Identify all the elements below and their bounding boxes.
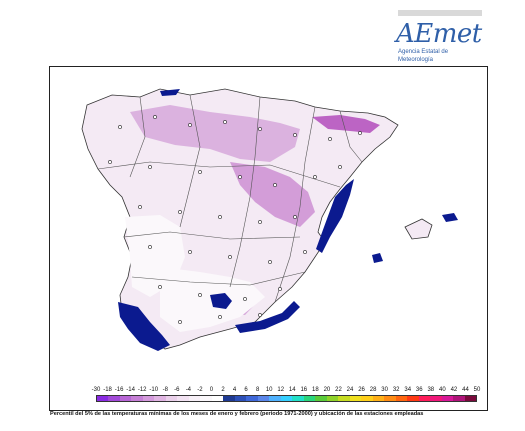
scale-tick-label: 10 [265,387,273,393]
scale-tick-label: -6 [174,387,180,393]
scale-tick-label: 18 [312,387,319,393]
scale-tick-label: 28 [369,387,377,393]
east-coast-blue-zone [316,179,354,253]
scale-swatch [326,396,339,401]
logo-wordmark: AEmet [396,19,482,49]
south-coast-blue-zone [235,301,300,333]
scale-tick-label: -12 [137,387,147,393]
scale-swatch [154,396,166,401]
scale-tick-label: 24 [346,387,354,393]
scale-tick-label: -30 [91,387,101,393]
scale-swatch [97,396,109,401]
scale-tick-label: -4 [185,387,192,393]
logo-subtitle: Agencia Estatal de Meteorología [398,49,449,63]
scale-swatch [384,396,396,401]
scale-tick-label: 20 [323,387,331,393]
scale-swatch [361,396,373,401]
scale-tick-label: -14 [126,387,135,393]
north-coast-blue-zone [160,89,180,96]
mallorca-land [404,218,433,240]
scale-tick-label: 26 [358,387,365,393]
scale-tick-labels: -30 -18 -16 -14 -12 -10 -8 -6 -4 -2 0 2 4 6 8 10 12 14 16 1… [92,386,481,395]
scale-color-bar [96,395,477,402]
central-purple-zone [230,162,315,227]
scale-swatch [234,396,247,401]
scale-swatch [464,396,476,401]
scale-tick-label: 34 [404,387,412,393]
pyrenees-purple-zone [312,115,380,133]
scale-swatch [418,396,431,401]
header-gray-bar [398,10,482,16]
scale-tick-label: 30 [381,387,388,393]
scale-swatch [223,396,235,401]
scale-swatch [315,396,327,401]
scale-swatch [430,396,442,401]
scale-tick-label: 50 [473,387,481,393]
scale-swatch [165,396,178,401]
scale-swatch [349,396,362,401]
scale-swatch [372,396,385,401]
scale-tick-label: 16 [300,387,308,393]
scale-tick-label: 8 [255,387,260,393]
scale-tick-label: 2 [221,387,225,393]
aemet-logo: AEmet Agencia Estatal de Meteorología [392,18,482,63]
scale-swatch [257,396,270,401]
map-caption: Percentil del 5% de las temperaturas mín… [50,411,424,417]
scale-tick-label: 22 [335,387,342,393]
southwest-coast-blue-zone [118,302,170,351]
scale-tick-label: -16 [114,387,124,393]
menorca-blue [442,213,458,222]
spain-temperature-map [81,88,458,351]
scale-swatch [131,396,143,401]
scale-swatch [211,396,224,401]
scale-tick-label: -10 [149,387,159,393]
scale-tick-label: 0 [209,387,214,393]
scale-tick-label: 42 [450,387,458,393]
northern-purple-zone [130,105,300,162]
map-frame [49,66,488,411]
color-scale-legend: -30 -18 -16 -14 -12 -10 -8 -6 -4 -2 0 2 4 6 8 10 12 14 16 1… [92,386,481,404]
scale-tick-label: 12 [277,387,285,393]
province-borders [97,94,363,303]
scale-tick-label: 44 [462,387,469,393]
scale-tick-label: -8 [162,387,168,393]
ibiza-blue [372,253,383,263]
scale-swatch [280,396,293,401]
scale-tick-label: -2 [197,387,203,393]
scale-swatch [142,396,155,401]
scale-swatch [453,396,465,401]
scale-tick-label: 32 [392,387,400,393]
scale-swatch [177,396,189,401]
scale-tick-label: 38 [427,387,435,393]
scale-tick-label: 14 [288,387,296,393]
scale-swatch [407,396,419,401]
scale-swatch [338,396,350,401]
scale-swatch [246,396,258,401]
scale-swatch [119,396,132,401]
scale-swatch [188,396,201,401]
scale-tick-label: 36 [415,387,423,393]
scale-tick-label: 4 [232,387,237,393]
scale-swatch [269,396,281,401]
station-markers [108,115,362,324]
guadalquivir-blue-zone [210,293,232,309]
scale-swatch [200,396,212,401]
scale-swatch [441,396,454,401]
scale-tick-label: -18 [103,387,112,393]
scale-tick-label: 40 [439,387,446,393]
scale-swatch [395,396,408,401]
scale-swatch [292,396,304,401]
scale-swatch [108,396,120,401]
scale-tick-label: 6 [244,387,248,393]
scale-swatch [303,396,316,401]
